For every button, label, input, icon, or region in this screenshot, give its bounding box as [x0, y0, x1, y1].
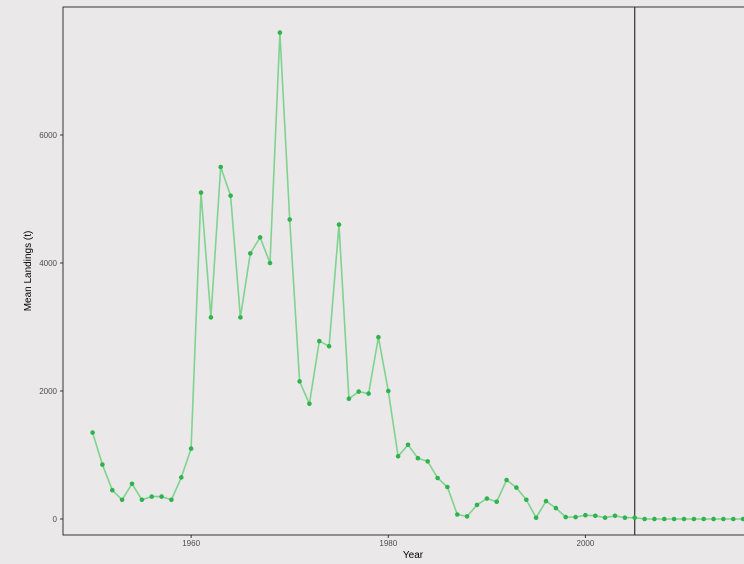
data-point: [464, 514, 470, 519]
data-point: [198, 190, 204, 195]
data-point: [524, 497, 529, 503]
data-point: [228, 193, 233, 199]
data-point: [622, 515, 628, 520]
data-point: [90, 430, 95, 435]
data-point: [238, 315, 243, 320]
y-tick-label: 4000: [39, 259, 57, 268]
data-point: [129, 481, 135, 487]
data-point: [474, 502, 480, 508]
data-point: [356, 389, 362, 394]
x-tick-label: 1980: [379, 539, 397, 548]
data-point: [484, 496, 490, 501]
data-point: [652, 516, 657, 522]
series-layer: [90, 30, 744, 522]
y-tick-label: 6000: [39, 131, 57, 140]
x-axis-title: Year: [403, 550, 424, 559]
data-point: [100, 462, 105, 467]
data-point: [169, 497, 174, 503]
data-point: [425, 459, 431, 464]
data-point: [721, 516, 726, 522]
plot-frame: [62, 6, 744, 536]
data-point: [376, 334, 381, 340]
data-point: [671, 516, 677, 522]
series-line: [91, 31, 744, 520]
data-point: [179, 475, 184, 480]
data-point: [533, 515, 539, 520]
data-point: [553, 505, 559, 511]
data-point: [632, 515, 637, 520]
data-point: [504, 477, 509, 483]
data-point: [593, 513, 598, 519]
data-point: [711, 516, 716, 522]
data-point: [405, 442, 411, 448]
data-point: [514, 485, 519, 490]
x-tick-label: 2000: [577, 539, 595, 548]
data-point: [346, 396, 352, 402]
data-point: [583, 512, 588, 518]
data-point: [494, 499, 500, 505]
data-point: [455, 512, 460, 517]
x-tick-label: 1960: [182, 539, 200, 548]
data-point: [386, 388, 391, 394]
data-point: [415, 455, 421, 461]
data-point: [435, 475, 440, 481]
data-point: [208, 315, 214, 320]
data-point: [188, 446, 194, 451]
data-point: [248, 251, 253, 256]
data-point: [257, 235, 263, 240]
data-point: [277, 30, 283, 35]
data-point: [366, 391, 371, 396]
data-point: [139, 497, 145, 503]
data-point: [701, 516, 706, 522]
data-point: [267, 260, 273, 266]
data-point: [543, 498, 549, 504]
axis-ticks: 1960 1980 2000 0 2000 4000 6000: [39, 131, 595, 548]
data-point: [573, 514, 578, 520]
y-tick-label: 0: [53, 515, 58, 524]
data-point: [110, 487, 115, 493]
data-point: [395, 454, 401, 459]
data-point: [563, 514, 568, 520]
data-point: [445, 484, 450, 490]
data-point: [740, 516, 744, 522]
data-point: [297, 379, 302, 384]
data-point: [119, 497, 125, 503]
data-point: [159, 494, 164, 499]
data-point: [642, 516, 647, 522]
data-point: [681, 516, 687, 522]
data-point: [602, 515, 608, 520]
data-point: [662, 516, 667, 522]
y-tick-label: 2000: [39, 387, 57, 396]
data-point: [287, 217, 293, 222]
data-point: [691, 516, 697, 522]
y-axis-title: Mean Landings (t): [23, 231, 34, 312]
data-point: [731, 516, 736, 522]
data-point: [149, 494, 154, 499]
data-point: [336, 222, 342, 227]
data-point: [218, 164, 223, 170]
data-point: [326, 343, 332, 349]
data-point: [317, 338, 322, 344]
data-point: [612, 513, 618, 519]
data-point: [307, 401, 312, 407]
